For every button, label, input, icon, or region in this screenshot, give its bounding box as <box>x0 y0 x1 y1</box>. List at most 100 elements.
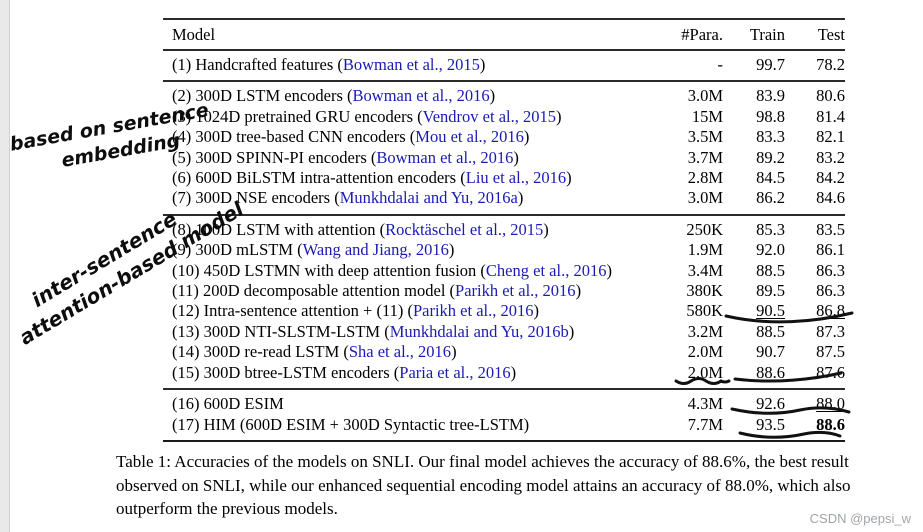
model-cell: (3) 1024D pretrained GRU encoders (Vendr… <box>163 107 648 127</box>
table-row: (12) Intra-sentence attention + (11) (Pa… <box>163 301 845 321</box>
para-cell: 7.7M <box>687 414 723 434</box>
column-header-model: Model <box>172 24 216 44</box>
model-label: (8) 100D LSTM with attention ( <box>172 219 386 239</box>
test-cell: 86.1 <box>816 240 845 260</box>
table-row: (13) 300D NTI-SLSTM-LSTM (Munkhdalai and… <box>163 322 845 342</box>
model-label-suffix: ) <box>533 301 540 321</box>
citation-link[interactable]: Wang and Jiang, 2016 <box>302 240 449 260</box>
model-label-suffix: ) <box>451 342 457 362</box>
model-cell: (10) 450D LSTMN with deep attention fusi… <box>163 261 648 281</box>
citation-link[interactable]: Bowman et al., 2016 <box>352 86 490 106</box>
citation-link[interactable]: Sha et al., 2016 <box>348 342 452 362</box>
citation-link[interactable]: Bowman et al., 2016 <box>376 147 514 167</box>
table-row: (2) 300D LSTM encoders (Bowman et al., 2… <box>163 86 845 106</box>
table-row: (4) 300D tree-based CNN encoders (Mou et… <box>163 127 845 147</box>
para-cell: 4.3M <box>687 394 723 414</box>
table-row: (9) 300D mLSTM (Wang and Jiang, 2016) 1.9… <box>163 240 845 260</box>
citation-link[interactable]: Liu et al., 2016 <box>465 168 567 188</box>
test-cell: 84.6 <box>816 188 845 208</box>
model-cell: (2) 300D LSTM encoders (Bowman et al., 2… <box>163 86 648 106</box>
train-cell: 83.9 <box>756 86 785 106</box>
citation-link[interactable]: Munkhdalai and Yu, 2016a <box>339 188 518 208</box>
para-cell: 3.4M <box>687 260 723 280</box>
table-group-baseline: (1) Handcrafted features (Bowman et al.,… <box>163 51 845 83</box>
table-row: (8) 100D LSTM with attention (Rocktäsche… <box>163 220 845 240</box>
table-row: (16) 600D ESIM 4.3M 92.6 88.0 <box>163 394 845 414</box>
para-cell: 380K <box>686 281 723 301</box>
model-label: (1) Handcrafted features ( <box>172 55 343 74</box>
test-cell: 83.2 <box>816 147 845 167</box>
column-header-para: #Para. <box>681 24 723 44</box>
column-header-train: Train <box>749 24 785 44</box>
train-cell: 86.2 <box>756 188 785 208</box>
model-label-suffix: ) <box>479 55 486 74</box>
test-cell: 84.2 <box>816 168 845 188</box>
test-cell: 86.3 <box>816 260 845 280</box>
train-cell: 89.2 <box>756 147 785 167</box>
train-cell: 90.5 <box>756 301 785 321</box>
train-cell: 99.7 <box>756 55 785 74</box>
model-label-suffix: ) <box>543 219 549 239</box>
model-label: (9) 300D mLSTM ( <box>172 240 303 260</box>
para-cell: 250K <box>686 219 723 239</box>
model-cell: (15) 300D btree-LSTM encoders (Paria et … <box>163 363 648 383</box>
table-group-our-models: (16) 600D ESIM 4.3M 92.6 88.0 (17) HIM (600D… <box>163 390 845 442</box>
para-cell: 3.5M <box>687 127 723 147</box>
model-label: (11) 200D decomposable attention model ( <box>172 281 456 301</box>
table-row: (6) 600D BiLSTM intra-attention encoders… <box>163 168 845 188</box>
citation-link[interactable]: Munkhdalai and Yu, 2016b <box>389 321 569 341</box>
model-label-suffix: ) <box>606 260 612 280</box>
model-label-suffix: ) <box>568 321 575 341</box>
table-row: (15) 300D btree-LSTM encoders (Paria et … <box>163 363 845 383</box>
train-cell: 88.5 <box>756 260 785 280</box>
model-label: (16) 600D ESIM <box>172 394 284 414</box>
citation-link[interactable]: Cheng et al., 2016 <box>485 260 607 280</box>
citation-link[interactable]: Rocktäschel et al., 2015 <box>385 219 544 239</box>
model-label-suffix: ) <box>517 188 524 208</box>
para-cell: 580K <box>686 301 723 321</box>
citation-link[interactable]: Vendrov et al., 2015 <box>422 106 556 126</box>
test-cell: 88.0 <box>816 394 845 414</box>
table-row: (1) Handcrafted features (Bowman et al.,… <box>163 55 845 75</box>
train-cell: 92.0 <box>756 240 785 260</box>
train-cell: 92.6 <box>756 394 785 414</box>
test-cell: 86.8 <box>816 301 845 321</box>
watermark: CSDN @pepsi_w <box>809 511 911 526</box>
model-cell: (8) 100D LSTM with attention (Rocktäsche… <box>163 220 648 240</box>
citation-link[interactable]: Parikh et al., 2016 <box>412 301 534 321</box>
test-cell: 87.3 <box>816 321 845 341</box>
model-label-suffix: ) <box>510 362 517 382</box>
table-row: (14) 300D re-read LSTM (Sha et al., 2016… <box>163 342 845 362</box>
table-row: (7) 300D NSE encoders (Munkhdalai and Yu… <box>163 188 845 208</box>
column-header-test: Test <box>817 24 845 44</box>
citation-link[interactable]: Paria et al., 2016 <box>399 362 511 382</box>
citation-link[interactable]: Bowman et al., 2015 <box>342 55 480 74</box>
train-cell: 85.3 <box>756 219 785 239</box>
citation-link[interactable]: Mou et al., 2016 <box>415 127 524 147</box>
table-groups: (1) Handcrafted features (Bowman et al.,… <box>163 51 845 442</box>
train-cell: 83.3 <box>756 127 785 147</box>
model-cell: (7) 300D NSE encoders (Munkhdalai and Yu… <box>163 188 648 208</box>
para-cell: - <box>717 55 724 74</box>
citation-link[interactable]: Parikh et al., 2016 <box>455 281 576 301</box>
train-cell: 98.8 <box>756 106 785 126</box>
train-cell: 88.6 <box>756 362 785 382</box>
model-label: (13) 300D NTI-SLSTM-LSTM ( <box>172 321 390 341</box>
model-label: (7) 300D NSE encoders ( <box>172 188 340 208</box>
model-label: (6) 600D BiLSTM intra-attention encoders… <box>172 168 466 188</box>
table-caption: Table 1: Accuracies of the models on SNL… <box>116 452 851 518</box>
model-cell: (9) 300D mLSTM (Wang and Jiang, 2016) <box>163 240 648 260</box>
model-label-suffix: ) <box>556 106 562 126</box>
test-cell: 78.2 <box>816 55 845 74</box>
test-cell: 82.1 <box>816 127 845 147</box>
train-cell: 84.5 <box>756 168 785 188</box>
test-cell: 87.6 <box>816 362 845 382</box>
test-cell: 87.5 <box>816 342 845 362</box>
table-row: (10) 450D LSTMN with deep attention fusi… <box>163 261 845 281</box>
para-cell: 15M <box>691 106 723 126</box>
para-cell: 2.0M <box>687 362 723 382</box>
model-label-suffix: ) <box>448 240 455 260</box>
para-cell: 3.7M <box>687 147 723 167</box>
model-label: (14) 300D re-read LSTM ( <box>172 342 349 362</box>
